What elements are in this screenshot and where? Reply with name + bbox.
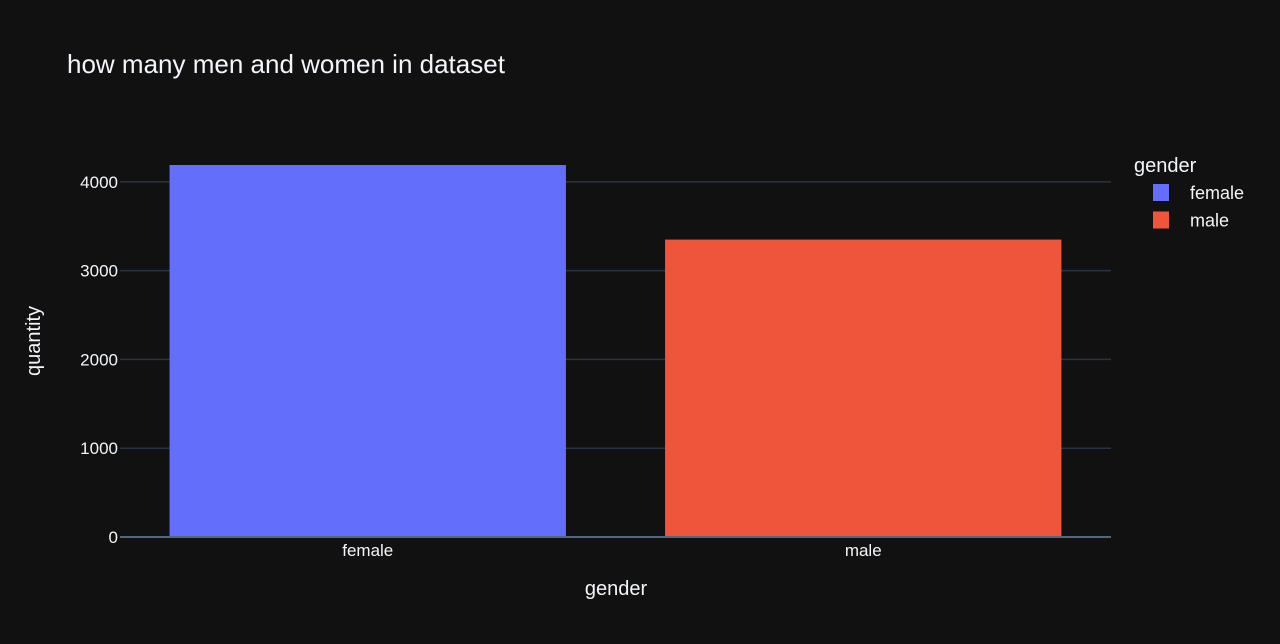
legend[interactable]: gender female male: [1134, 155, 1244, 231]
y-tick-label: 0: [109, 528, 118, 547]
y-tick-label: 1000: [80, 439, 118, 458]
chart-title: how many men and women in dataset: [67, 49, 506, 79]
legend-label-male[interactable]: male: [1190, 211, 1229, 231]
legend-title: gender: [1134, 155, 1197, 177]
y-tick-label: 2000: [80, 350, 118, 369]
x-tick-label: male: [845, 541, 882, 560]
legend-swatch-female[interactable]: [1153, 184, 1169, 201]
bar-male[interactable]: [665, 239, 1062, 537]
x-axis-ticks: female male: [342, 541, 881, 560]
y-tick-label: 4000: [80, 173, 118, 192]
x-tick-label: female: [342, 541, 393, 560]
y-tick-label: 3000: [80, 262, 118, 281]
legend-swatch-male[interactable]: [1153, 211, 1169, 229]
bars: [169, 165, 1062, 537]
bar-female[interactable]: [169, 165, 566, 537]
y-axis-ticks: 0 1000 2000 3000 4000: [80, 173, 118, 547]
y-axis-title: quantity: [23, 306, 45, 376]
legend-label-female[interactable]: female: [1190, 183, 1244, 203]
x-axis-title: gender: [585, 578, 648, 600]
